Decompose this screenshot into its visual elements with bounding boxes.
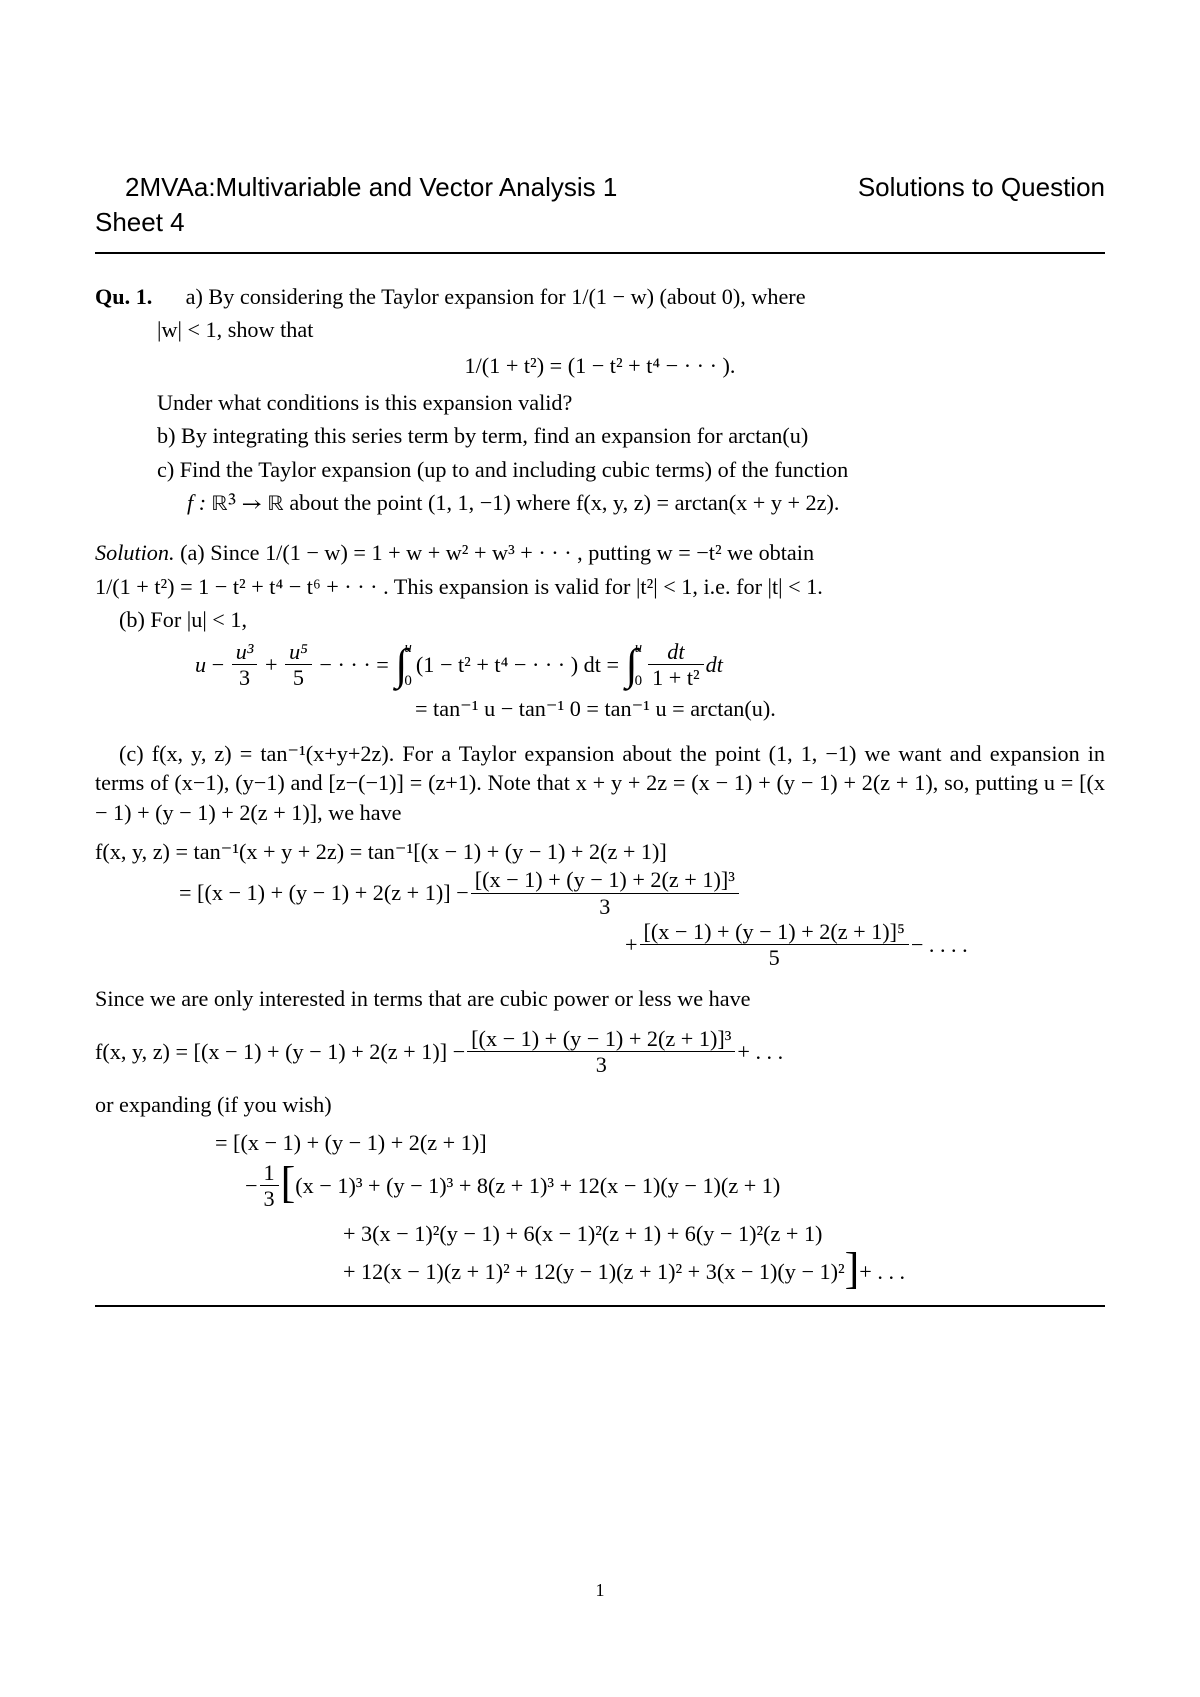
eqe-l1: = [(x − 1) + (y − 1) + 2(z + 1)] [215,1128,487,1157]
eqd-post: + . . . [737,1037,783,1066]
eqe-l3: + 3(x − 1)²(y − 1) + 6(x − 1)²(z + 1) + … [343,1219,822,1248]
question-1-a: Qu. 1. a) By considering the Taylor expa… [95,282,1105,311]
integral-icon: ∫ [395,652,407,678]
q1c-rest: about the point (1, 1, −1) where f(x, y,… [284,490,840,515]
eqe-frac: 1 3 [260,1161,279,1211]
q1a-equation: 1/(1 + t²) = (1 − t² + t⁴ − · · · ). [95,351,1105,380]
course-title: 2MVAa:Multivariable and Vector Analysis … [125,170,617,205]
eqb-u: u [195,650,206,679]
sol-b-intro: (b) For |u| < 1, [95,605,1105,634]
q1a-condition: |w| < 1, show that [95,315,1105,344]
sol-a-line1: (a) Since 1/(1 − w) = 1 + w + w² + w³ + … [175,540,815,565]
eqe-f-num: 1 [260,1161,279,1186]
sheet-number: Sheet 4 [95,205,1105,240]
document-header: 2MVAa:Multivariable and Vector Analysis … [95,170,1105,240]
eqd-pre: f(x, y, z) = [(x − 1) + (y − 1) + 2(z + … [95,1037,465,1066]
solution-a: Solution. (a) Since 1/(1 − w) = 1 + w + … [95,538,1105,567]
eqb-line2: = tan⁻¹ u − tan⁻¹ 0 = tan⁻¹ u = arctan(u… [415,694,776,723]
eqe-l2-pre: − [245,1171,258,1200]
eqb-frac3: dt 1 + t² [648,640,704,690]
eqb-f1-den: 3 [232,665,258,689]
q1b: b) By integrating this series term by te… [95,421,1105,450]
solution-label: Solution. [95,540,175,565]
question-label: Qu. 1. [95,284,152,309]
page-number: 1 [0,1580,1200,1601]
eqe-l4: + 12(x − 1)(z + 1)² + 12(y − 1)(z + 1)² … [343,1257,845,1286]
eqe-l2-post: (x − 1)³ + (y − 1)³ + 8(z + 1)³ + 12(x −… [295,1171,780,1200]
eqb-f3-den: 1 + t² [648,665,704,689]
sol-e-equation: = [(x − 1) + (y − 1) + 2(z + 1)] − 1 3 [… [95,1128,1105,1287]
eqb-f3-num: dt [648,640,704,665]
eqc-frac2: [(x − 1) + (y − 1) + 2(z + 1)]⁵ 5 [640,920,909,970]
sol-c-para1: (c) f(x, y, z) = tan⁻¹(x+y+2z). For a Ta… [95,739,1105,827]
sol-c-para2: Since we are only interested in terms th… [95,984,1105,1013]
eqc-l2-pre: = [(x − 1) + (y − 1) + 2(z + 1)] − [179,878,469,907]
eqb-integrand1: (1 − t² + t⁴ − · · · ) dt [416,650,601,679]
eqb-frac1: u³ 3 [232,640,258,690]
right-bracket-icon: ] [845,1254,860,1285]
eqb-f1-num: u³ [232,640,258,665]
bottom-rule [95,1305,1105,1307]
q1a-text: a) By considering the Taylor expansion f… [186,284,806,309]
eqd-den: 3 [467,1052,735,1076]
eqe-l4-post: + . . . [859,1257,905,1286]
integral-icon-2: ∫ [626,652,638,678]
q1c-line1: c) Find the Taylor expansion (up to and … [95,455,1105,484]
eqc-l3-pre: + [625,930,638,959]
eqb-f2-den: 5 [285,665,312,689]
eqc-l3-post: − . . . . [911,930,968,959]
eqd-frac: [(x − 1) + (y − 1) + 2(z + 1)]³ 3 [467,1027,735,1077]
document-page: 2MVAa:Multivariable and Vector Analysis … [0,0,1200,1697]
eqe-f-den: 3 [260,1186,279,1210]
eqc-f1-den: 3 [471,894,739,918]
eqc-f2-num: [(x − 1) + (y − 1) + 2(z + 1)]⁵ [640,920,909,945]
eqb-frac2: u⁵ 5 [285,640,312,690]
q1c-line2: f : ℝ³ → ℝ about the point (1, 1, −1) wh… [95,488,1105,520]
left-bracket-icon: [ [281,1168,296,1199]
eqc-f1-num: [(x − 1) + (y − 1) + 2(z + 1)]³ [471,868,739,893]
document-body: Qu. 1. a) By considering the Taylor expa… [95,282,1105,1307]
doc-subtitle: Solutions to Question [858,170,1105,205]
sol-c-para3: or expanding (if you wish) [95,1090,1105,1119]
sol-c-equation: f(x, y, z) = tan⁻¹(x + y + 2z) = tan⁻¹[(… [95,837,1105,970]
sol-d-equation: f(x, y, z) = [(x − 1) + (y − 1) + 2(z + … [95,1027,1105,1077]
q1c-domain: ℝ³ → ℝ [212,494,284,516]
eqb-f2-num: u⁵ [285,640,312,665]
eqc-f2-den: 5 [640,945,909,969]
eqd-num: [(x − 1) + (y − 1) + 2(z + 1)]³ [467,1027,735,1052]
q1a-question2: Under what conditions is this expansion … [95,388,1105,417]
sol-b-equation: u − u³ 3 + u⁵ 5 − · · · = ∫ u 0 (1 − t² [95,640,1105,723]
eqc-l1: f(x, y, z) = tan⁻¹(x + y + 2z) = tan⁻¹[(… [95,837,667,866]
q1c-f: f : [187,490,212,515]
sol-a-line2: 1/(1 + t²) = 1 − t² + t⁴ − t⁶ + · · · . … [95,572,1105,601]
top-rule [95,252,1105,254]
eqc-frac1: [(x − 1) + (y − 1) + 2(z + 1)]³ 3 [471,868,739,918]
eqb-dt: dt [706,650,723,679]
